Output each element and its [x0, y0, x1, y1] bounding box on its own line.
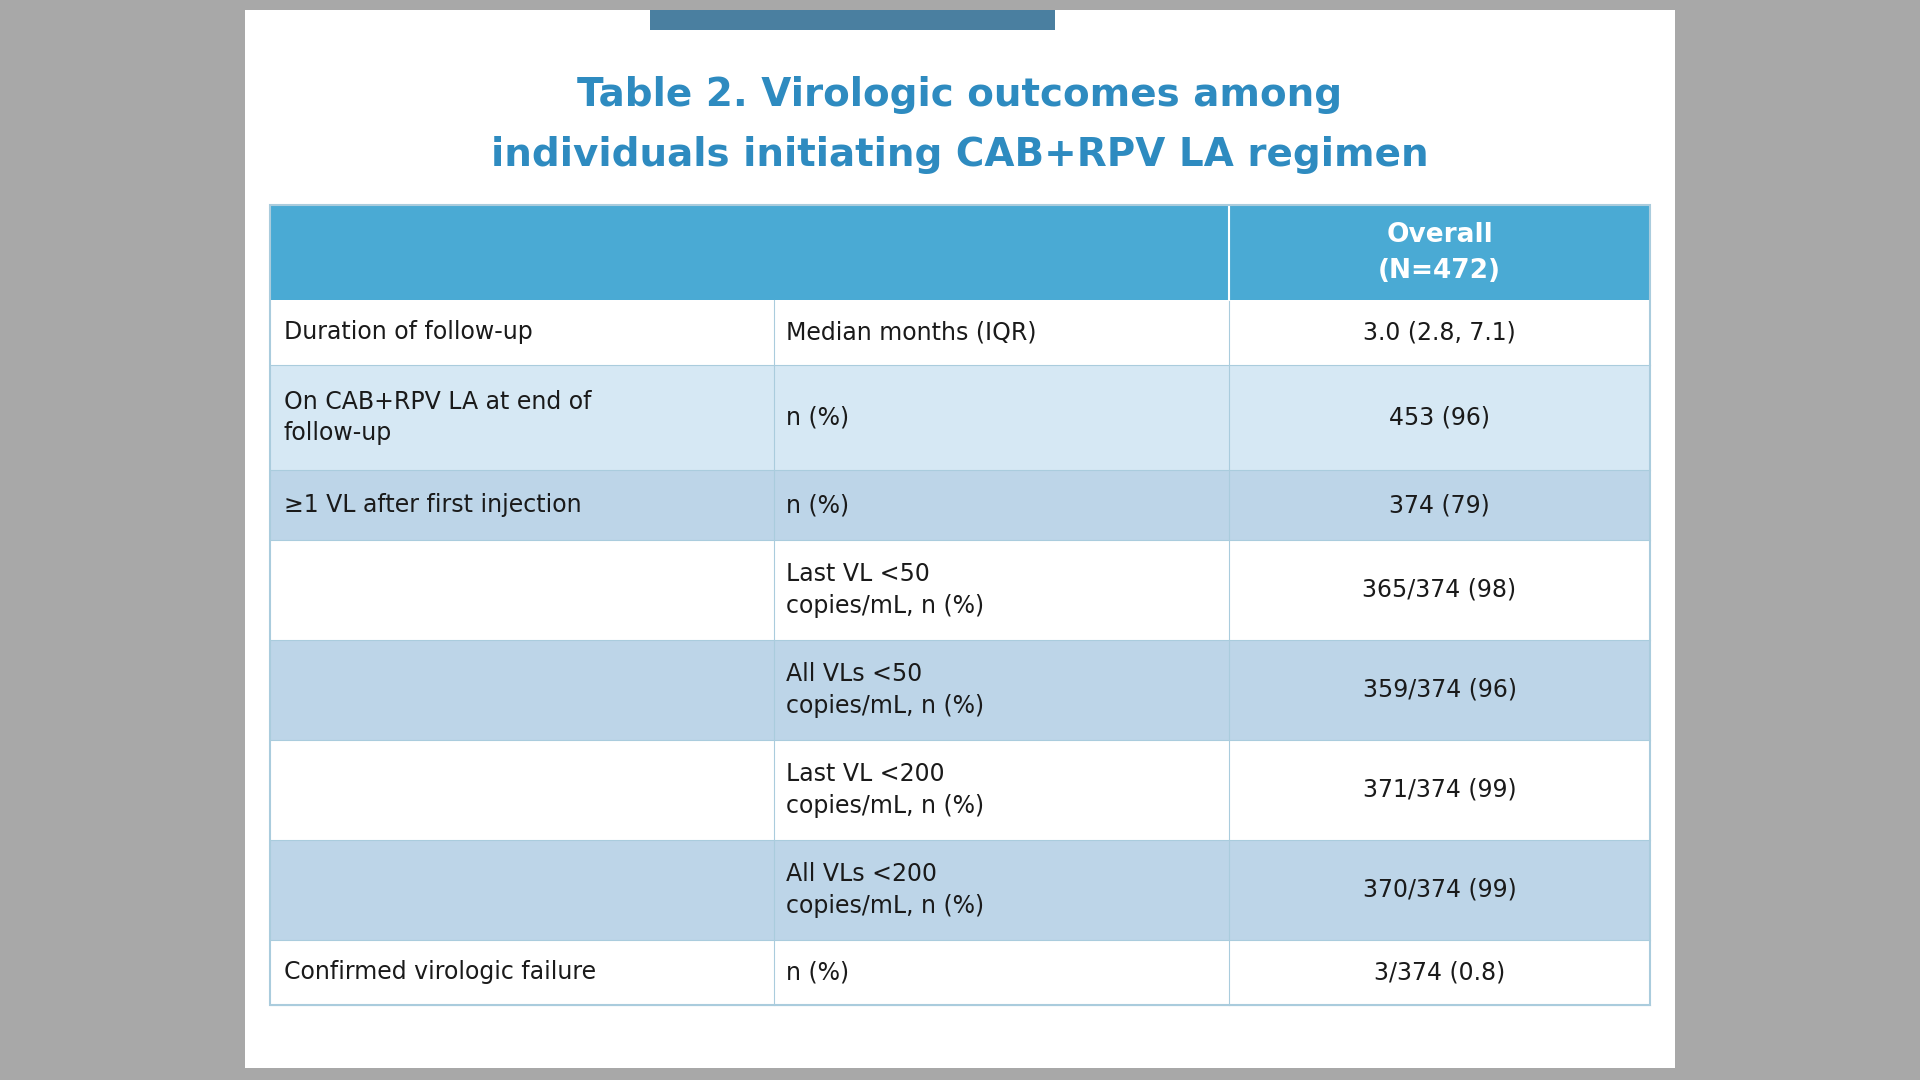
Bar: [271, 300, 1649, 365]
Bar: [271, 365, 1649, 470]
Bar: [271, 205, 1649, 300]
Text: Table 2. Virologic outcomes among: Table 2. Virologic outcomes among: [578, 76, 1342, 114]
Text: 365/374 (98): 365/374 (98): [1363, 578, 1517, 602]
Text: Overall
(N=472): Overall (N=472): [1379, 221, 1501, 283]
Text: n (%): n (%): [785, 960, 849, 985]
Text: All VLs <50
copies/mL, n (%): All VLs <50 copies/mL, n (%): [785, 662, 983, 718]
Text: 359/374 (96): 359/374 (96): [1363, 678, 1517, 702]
Text: Last VL <200
copies/mL, n (%): Last VL <200 copies/mL, n (%): [785, 762, 983, 818]
Text: n (%): n (%): [785, 492, 849, 517]
Bar: [271, 205, 1649, 1005]
Text: All VLs <200
copies/mL, n (%): All VLs <200 copies/mL, n (%): [785, 862, 983, 918]
Bar: [271, 740, 1649, 840]
Text: 3.0 (2.8, 7.1): 3.0 (2.8, 7.1): [1363, 321, 1517, 345]
Text: 3/374 (0.8): 3/374 (0.8): [1375, 960, 1505, 985]
Text: 371/374 (99): 371/374 (99): [1363, 778, 1517, 802]
Bar: [271, 840, 1649, 940]
Text: ≥1 VL after first injection: ≥1 VL after first injection: [284, 492, 582, 517]
Text: individuals initiating CAB+RPV LA regimen: individuals initiating CAB+RPV LA regime…: [492, 136, 1428, 174]
Bar: [651, 10, 1054, 30]
Bar: [271, 940, 1649, 1005]
Text: n (%): n (%): [785, 405, 849, 430]
Text: 453 (96): 453 (96): [1388, 405, 1490, 430]
Bar: [271, 640, 1649, 740]
Bar: [271, 470, 1649, 540]
Bar: [246, 10, 1674, 1068]
Text: 370/374 (99): 370/374 (99): [1363, 878, 1517, 902]
Bar: [271, 540, 1649, 640]
Text: 374 (79): 374 (79): [1390, 492, 1490, 517]
Text: Confirmed virologic failure: Confirmed virologic failure: [284, 960, 595, 985]
Text: Duration of follow-up: Duration of follow-up: [284, 321, 532, 345]
Text: Median months (IQR): Median months (IQR): [785, 321, 1037, 345]
Text: Last VL <50
copies/mL, n (%): Last VL <50 copies/mL, n (%): [785, 563, 983, 618]
Text: On CAB+RPV LA at end of
follow-up: On CAB+RPV LA at end of follow-up: [284, 390, 591, 445]
